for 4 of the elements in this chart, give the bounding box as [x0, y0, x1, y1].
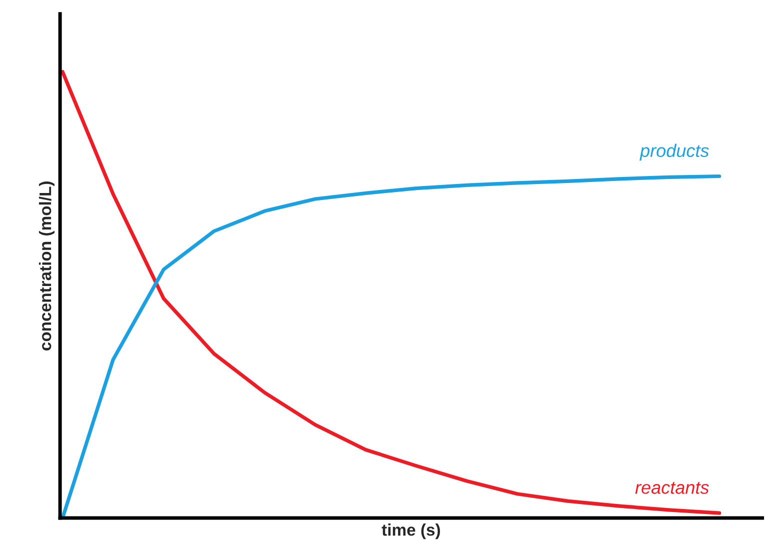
x-axis-title: time (s) [382, 524, 440, 540]
y-axis-title: concentration (mol/L) [38, 182, 55, 350]
series-label: reactants [635, 482, 709, 494]
series-label: products [640, 144, 709, 161]
